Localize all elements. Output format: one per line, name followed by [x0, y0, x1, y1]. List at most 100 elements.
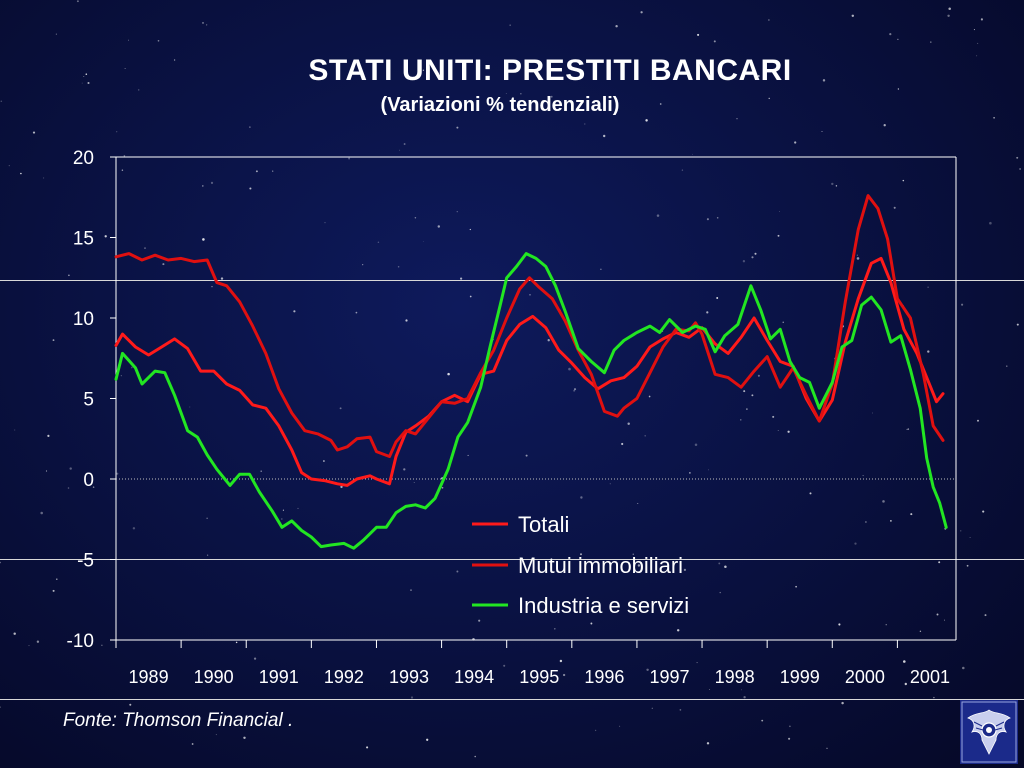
- star-dot: [854, 542, 857, 545]
- star-dot: [272, 170, 274, 172]
- star-dot: [191, 743, 194, 745]
- star-dot: [980, 18, 983, 21]
- star-dot: [646, 668, 649, 672]
- star-dot: [943, 619, 946, 621]
- star-dot: [627, 422, 630, 425]
- star-dot: [772, 415, 775, 418]
- star-dot: [637, 502, 639, 504]
- star-dot: [293, 310, 296, 313]
- star-dot: [467, 454, 469, 456]
- star-dot: [897, 38, 899, 41]
- y-tick-label: -10: [67, 631, 94, 652]
- star-dot: [969, 536, 971, 539]
- star-dot: [580, 496, 583, 499]
- star-dot: [324, 222, 326, 224]
- star-dot: [751, 394, 754, 397]
- star-dot: [761, 719, 764, 722]
- series-line-totali: [114, 256, 945, 487]
- star-dot: [525, 454, 528, 457]
- star-dot: [478, 619, 481, 622]
- star-dot: [746, 673, 748, 675]
- star-dot: [903, 660, 906, 663]
- star-dot: [121, 169, 124, 171]
- star-dot: [399, 149, 401, 151]
- star-dot: [742, 260, 746, 263]
- star-dot: [1016, 323, 1019, 326]
- star-dot: [788, 737, 791, 740]
- star-dot: [52, 339, 55, 342]
- star-dot: [253, 657, 257, 660]
- star-dot: [862, 475, 864, 477]
- star-dot: [716, 297, 719, 299]
- star-dot: [645, 119, 648, 122]
- star-dot: [897, 88, 900, 90]
- star-dot: [243, 736, 246, 740]
- star-dot: [0, 706, 1, 708]
- star-dot: [45, 470, 48, 472]
- star-dot: [13, 632, 16, 635]
- x-tick-label: 2001: [910, 667, 950, 687]
- star-dot: [600, 268, 602, 270]
- star-dot: [456, 211, 458, 213]
- star-dot: [681, 169, 684, 171]
- star-dot: [930, 41, 932, 43]
- star-dot: [422, 241, 424, 242]
- star-dot: [740, 419, 742, 421]
- star-dot: [554, 628, 556, 630]
- x-tick-label: 1994: [454, 667, 494, 687]
- star-dot: [215, 734, 217, 736]
- star-dot: [116, 472, 119, 475]
- star-dot: [872, 412, 873, 414]
- star-dot: [124, 68, 126, 69]
- star-dot: [0, 100, 3, 102]
- star-dot: [902, 179, 905, 182]
- star-dot: [751, 256, 754, 259]
- star-dot: [889, 33, 892, 36]
- star-dot: [509, 24, 511, 26]
- star-dot: [933, 696, 935, 699]
- star-dot: [413, 482, 415, 483]
- star-dot: [948, 7, 951, 10]
- star-dot: [456, 570, 459, 573]
- star-dot: [694, 443, 698, 446]
- star-dot: [322, 460, 325, 462]
- star-dot: [679, 709, 682, 711]
- star-dot: [1016, 156, 1019, 159]
- confindustria-eagle-logo: [960, 700, 1018, 764]
- star-dot: [1019, 168, 1022, 170]
- star-dot: [348, 157, 351, 160]
- x-tick-label: 1989: [129, 667, 169, 687]
- star-dot: [405, 319, 408, 322]
- star-dot: [505, 93, 507, 95]
- star-dot: [414, 217, 417, 219]
- star-dot: [260, 470, 262, 472]
- star-dot: [282, 509, 284, 511]
- y-tick-label: 10: [73, 309, 94, 330]
- star-dot: [210, 181, 214, 185]
- star-dot: [8, 165, 10, 167]
- star-dot: [768, 19, 770, 21]
- star-dot: [580, 553, 582, 556]
- legend-label: Industria e servizi: [518, 593, 689, 618]
- star-dot: [724, 565, 727, 569]
- star-dot: [87, 81, 90, 85]
- star-dot: [716, 217, 719, 219]
- star-dot: [689, 472, 691, 474]
- star-dot: [927, 350, 930, 353]
- source-note: Fonte: Thomson Financial .: [63, 710, 294, 731]
- star-dot: [713, 40, 716, 43]
- star-dot: [826, 747, 828, 749]
- star-dot: [206, 517, 208, 519]
- star-dot: [746, 408, 748, 410]
- star-dot: [410, 589, 412, 591]
- star-dot: [890, 520, 892, 522]
- star-dot: [47, 434, 50, 437]
- star-dot: [938, 561, 941, 564]
- star-dot: [594, 729, 597, 732]
- star-dot: [559, 659, 563, 663]
- star-dot: [43, 177, 45, 179]
- star-dot: [81, 82, 83, 84]
- star-dot: [706, 218, 709, 221]
- star-dot: [36, 640, 40, 643]
- star-dot: [683, 568, 687, 572]
